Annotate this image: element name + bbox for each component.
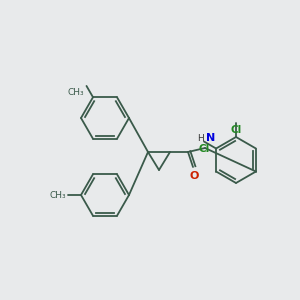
Text: O: O xyxy=(189,171,199,181)
Text: CH₃: CH₃ xyxy=(68,88,85,97)
Text: CH₃: CH₃ xyxy=(50,190,66,200)
Text: Cl: Cl xyxy=(198,143,210,154)
Text: H: H xyxy=(197,134,204,143)
Text: N: N xyxy=(206,133,215,143)
Text: Cl: Cl xyxy=(230,125,242,135)
